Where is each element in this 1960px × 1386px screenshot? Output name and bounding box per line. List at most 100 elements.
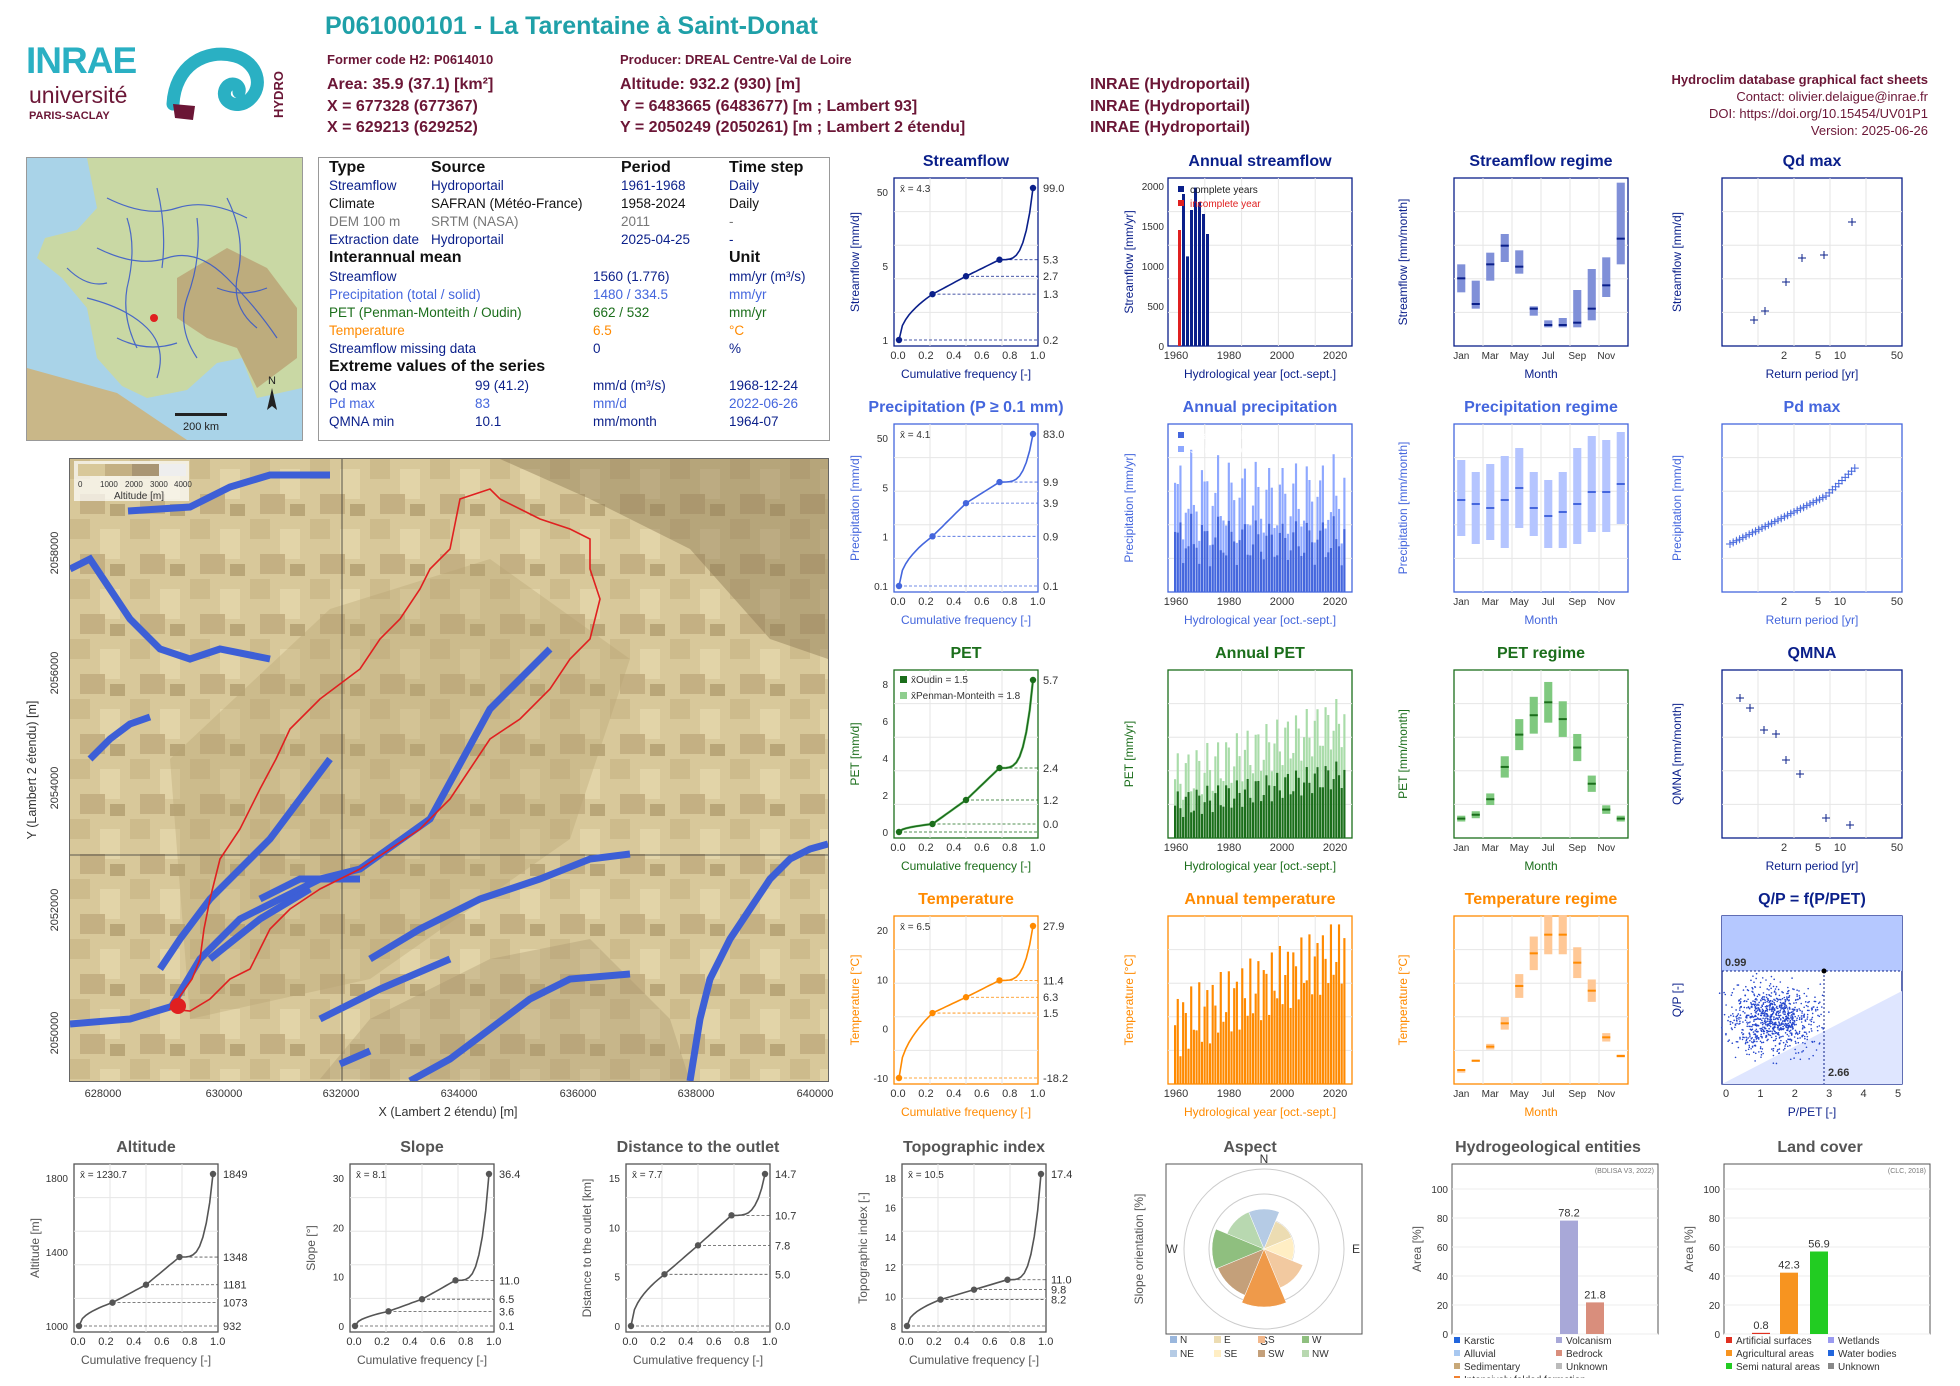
x-tick-label: 1960 bbox=[1164, 350, 1188, 362]
x-tick-label: 0.8 bbox=[734, 1336, 749, 1348]
right-tick-label: 36.4 bbox=[499, 1169, 520, 1181]
bar bbox=[1177, 533, 1179, 592]
left-tick-label: 1800 bbox=[46, 1174, 69, 1185]
mean-label: x̄ = 1230.7 bbox=[80, 1170, 127, 1181]
left-tick-label: 16 bbox=[885, 1204, 897, 1215]
bar bbox=[1179, 522, 1181, 592]
bar bbox=[1810, 1251, 1828, 1334]
data-point bbox=[1764, 1028, 1766, 1030]
data-point bbox=[1819, 1001, 1821, 1003]
data-point bbox=[1795, 1041, 1797, 1043]
data-point bbox=[1783, 1042, 1785, 1044]
data-point bbox=[1796, 1017, 1798, 1019]
left-tick-label: 1 bbox=[882, 533, 888, 544]
data-point bbox=[1739, 1037, 1741, 1039]
data-point bbox=[1776, 986, 1778, 988]
quantile-point bbox=[1038, 1171, 1044, 1177]
bar bbox=[1260, 552, 1262, 592]
data-point bbox=[1763, 1033, 1765, 1035]
data-point bbox=[1811, 1007, 1813, 1009]
data-point bbox=[1746, 1021, 1748, 1023]
data-point bbox=[1787, 991, 1789, 993]
qp-label-x: 2.66 bbox=[1828, 1067, 1849, 1079]
data-point bbox=[1814, 996, 1816, 998]
y-axis-label: PET [mm/month] bbox=[1396, 709, 1410, 799]
x-tick-label: 0.4 bbox=[946, 842, 961, 854]
x-tick-label: 1.0 bbox=[1030, 842, 1045, 854]
quantile-point bbox=[728, 1212, 734, 1218]
data-point bbox=[1751, 1015, 1753, 1017]
bar bbox=[1174, 1025, 1176, 1084]
data-point bbox=[1773, 1019, 1775, 1021]
data-point bbox=[1747, 989, 1749, 991]
data-point bbox=[1752, 991, 1754, 993]
precip_regime-chart: Precipitation regimeMonthPrecipitation [… bbox=[1394, 398, 1654, 628]
bar bbox=[1327, 983, 1329, 1084]
data-point bbox=[1771, 1036, 1773, 1038]
pet-chart: PETCumulative frequency [-]PET [mm/d]0.0… bbox=[846, 644, 1078, 874]
chart-title: QMNA bbox=[1788, 645, 1837, 662]
x-tick-label: 0.2 bbox=[918, 350, 933, 362]
distance-chart: Distance to the outletCumulative frequen… bbox=[578, 1138, 810, 1368]
data-point bbox=[1808, 1023, 1810, 1025]
data-point bbox=[1810, 1028, 1812, 1030]
bar bbox=[1174, 806, 1176, 838]
data-point bbox=[1788, 1023, 1790, 1025]
data-point bbox=[1787, 987, 1789, 989]
data-point bbox=[1779, 1036, 1781, 1038]
bar bbox=[1265, 775, 1267, 838]
bar bbox=[1179, 1056, 1181, 1084]
data-point bbox=[1772, 1010, 1774, 1012]
data-point bbox=[1811, 1041, 1813, 1043]
bar bbox=[1206, 234, 1209, 346]
legend-label: Solid precipitation bbox=[1190, 445, 1269, 456]
box bbox=[1486, 253, 1494, 281]
x-tick-label: 0.8 bbox=[1002, 350, 1017, 362]
data-point bbox=[1753, 1020, 1755, 1022]
x-tick-label: 0.8 bbox=[1010, 1336, 1025, 1348]
chart-title: Slope bbox=[400, 1139, 444, 1156]
bar bbox=[1311, 793, 1313, 838]
x-tick-label: 0.8 bbox=[1002, 842, 1017, 854]
data-point bbox=[1754, 1030, 1756, 1032]
x-tick-label: 3 bbox=[1826, 1088, 1832, 1100]
data-point bbox=[1821, 1027, 1823, 1029]
data-point bbox=[1746, 1040, 1748, 1042]
data-point bbox=[1762, 1053, 1764, 1055]
x-tick-label: 10 bbox=[1834, 842, 1846, 854]
legend-swatch bbox=[1178, 432, 1184, 438]
bar bbox=[1204, 802, 1206, 838]
data-point bbox=[1786, 996, 1788, 998]
x-axis-label: Cumulative frequency [-] bbox=[901, 367, 1031, 381]
data-point bbox=[1770, 1026, 1772, 1028]
data-point bbox=[1768, 1021, 1770, 1023]
data-point bbox=[1748, 1026, 1750, 1028]
data-point bbox=[1776, 998, 1778, 1000]
x-tick-label: Jan bbox=[1453, 843, 1469, 854]
data-point bbox=[1769, 1024, 1771, 1026]
data-point bbox=[1738, 1018, 1740, 1020]
data-point bbox=[1781, 1023, 1783, 1025]
legend-label: Agricultural areas bbox=[1736, 1349, 1814, 1360]
data-point bbox=[1775, 988, 1777, 990]
bar bbox=[1247, 779, 1249, 838]
legend-label: Bedrock bbox=[1566, 1349, 1604, 1360]
data-point bbox=[1765, 979, 1767, 981]
data-point bbox=[1763, 992, 1765, 994]
data-point bbox=[1784, 1045, 1786, 1047]
data-point bbox=[1788, 999, 1790, 1001]
x-tick-label: 0.6 bbox=[982, 1336, 997, 1348]
data-point bbox=[1769, 1005, 1771, 1007]
plot-area bbox=[1722, 670, 1902, 838]
box bbox=[1530, 472, 1538, 536]
streamflow_regime-chart: Streamflow regimeMonthStreamflow [mm/mon… bbox=[1394, 152, 1654, 382]
data-point bbox=[1772, 1050, 1774, 1052]
bar bbox=[1560, 1221, 1578, 1334]
data-point bbox=[1772, 1013, 1774, 1015]
legend-label: SW bbox=[1268, 1349, 1285, 1360]
bar bbox=[1236, 982, 1238, 1084]
bar bbox=[1276, 998, 1278, 1084]
legend-label: S bbox=[1268, 1335, 1275, 1346]
data-point bbox=[1816, 1007, 1818, 1009]
bar bbox=[1202, 214, 1205, 346]
